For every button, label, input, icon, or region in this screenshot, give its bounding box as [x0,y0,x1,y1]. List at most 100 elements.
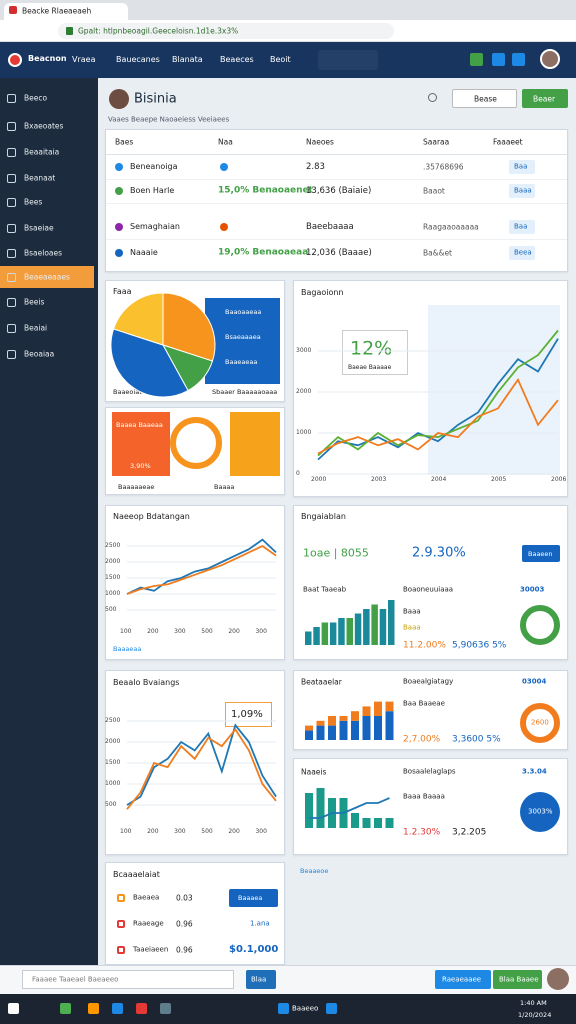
taskbar-icon[interactable] [8,1003,19,1014]
series-line [126,723,277,806]
x-tick-label: 500 [201,828,213,835]
annotation: 12% [350,337,393,360]
sidebar-item[interactable]: Beaiai [24,323,48,333]
series-line [126,727,277,810]
taskbar-icon[interactable] [278,1003,289,1014]
row-button[interactable] [229,889,278,907]
sidebar-item[interactable]: Bsaeloaes [24,248,63,258]
row-rule [106,179,567,180]
address-bar[interactable] [58,23,394,39]
row-button[interactable] [509,246,535,260]
button-label[interactable]: Beaer [533,94,556,104]
panel [105,505,285,660]
avatar[interactable] [540,49,560,69]
taskbar-icon[interactable] [112,1003,123,1014]
taskbar-icon[interactable] [136,1003,147,1014]
taskbar-app[interactable]: Baaeeo [292,1004,319,1013]
header-icon[interactable] [492,53,505,66]
panel [293,670,568,750]
taskbar-icon[interactable] [60,1003,71,1014]
button-label[interactable]: Bease [474,94,497,104]
nav-item[interactable]: Vraea [72,55,96,64]
row-action[interactable]: Beea [514,248,532,257]
header-icon[interactable] [512,53,525,66]
nav-item[interactable]: Beaeces [220,55,254,64]
button-label[interactable]: Baaaea [238,893,263,902]
x-tick-label: 2004 [431,476,447,483]
nav-item[interactable]: Blanata [172,55,203,64]
button-label[interactable]: Baaeen [528,549,553,558]
row-action[interactable]: Baa [514,222,528,231]
tab-title: Beacke Rlaeaeaeh [22,6,92,16]
secondary-button[interactable] [493,970,542,989]
metric-text: Boaealgiatagy [403,677,454,686]
search-icon[interactable] [428,93,437,102]
metric-text: 03004 [522,677,547,686]
primary-button[interactable] [435,970,491,989]
sidebar-icon [7,249,16,258]
header-search[interactable] [318,50,378,70]
bar-segment [328,716,336,726]
bar-segment [362,716,371,740]
sidebar-item[interactable]: Beaeaeaaes [24,272,70,282]
nav-item[interactable]: Bauecanes [116,55,160,64]
chart-title: Naeeop Bdatangan [113,512,190,521]
row-value: 13,636 (Baiaie) [306,185,372,196]
search-input[interactable] [22,970,234,989]
row-button[interactable] [509,184,535,198]
sidebar-icon [7,298,16,307]
row-name: Boen Harle [130,186,175,195]
button-label[interactable]: Blaa [251,975,267,984]
bar-segment [305,730,313,740]
y-tick-label: 2000 [105,738,121,745]
sidebar-item[interactable]: Bsaeiae [24,223,54,233]
bar [316,788,325,828]
tab[interactable] [4,3,128,20]
date: 1/20/2024 [518,1010,552,1019]
sidebar-item[interactable]: Bxaeoates [24,121,64,131]
ring [520,703,560,743]
annotation: 1,09% [231,709,263,720]
row-value: 12,036 (Baaae) [306,247,372,258]
metric-text: 30003 [520,585,545,594]
header-icon[interactable] [470,53,483,66]
metric-text: Bosaalelaglaps [403,767,456,776]
footer-button[interactable] [246,970,276,989]
x-tick-label: 100 [120,828,132,835]
action-button[interactable] [522,89,568,108]
legend-text: Baaeaeaa [225,357,258,366]
bar-segment [385,711,394,740]
row-button[interactable] [509,160,535,174]
sidebar-item[interactable]: Beaaitaia [24,147,60,157]
row-button[interactable] [509,220,535,234]
bar-segment [316,725,325,740]
y-tick-label: 1500 [105,759,121,766]
y-tick-label: 2500 [105,542,121,549]
avatar[interactable] [547,968,569,990]
kpi-button[interactable] [522,545,560,562]
sidebar-item[interactable]: Beoaiaa [24,349,55,359]
chart-title: Naaeis [301,767,327,777]
sidebar-item[interactable]: Beeco [24,93,48,103]
nav-item[interactable]: Beoit [270,55,291,64]
search-placeholder[interactable]: Faaaee Taaeael Baeaeeo [32,975,119,984]
link[interactable]: Baaaeaa [113,644,142,653]
link[interactable]: Beaaeoe [300,866,329,875]
row-icon [117,920,125,928]
button-label[interactable]: Blaa Baaee [499,975,539,984]
ring [170,417,222,469]
taskbar-icon[interactable] [326,1003,337,1014]
search-button[interactable] [452,89,517,108]
sidebar-item[interactable]: Beanaat [24,173,56,183]
series-line [317,377,559,455]
row-action[interactable]: Baa [514,162,528,171]
bar [374,818,382,828]
sidebar-item[interactable]: Beeis [24,297,45,307]
taskbar-icon[interactable] [88,1003,99,1014]
logo-icon [8,53,22,67]
sidebar-item[interactable]: Bees [24,197,43,207]
taskbar-icon[interactable] [160,1003,171,1014]
button-label[interactable]: Raeaeaaee [442,975,482,984]
sidebar-icon [7,224,16,233]
row-action[interactable]: Baaa [514,186,532,195]
